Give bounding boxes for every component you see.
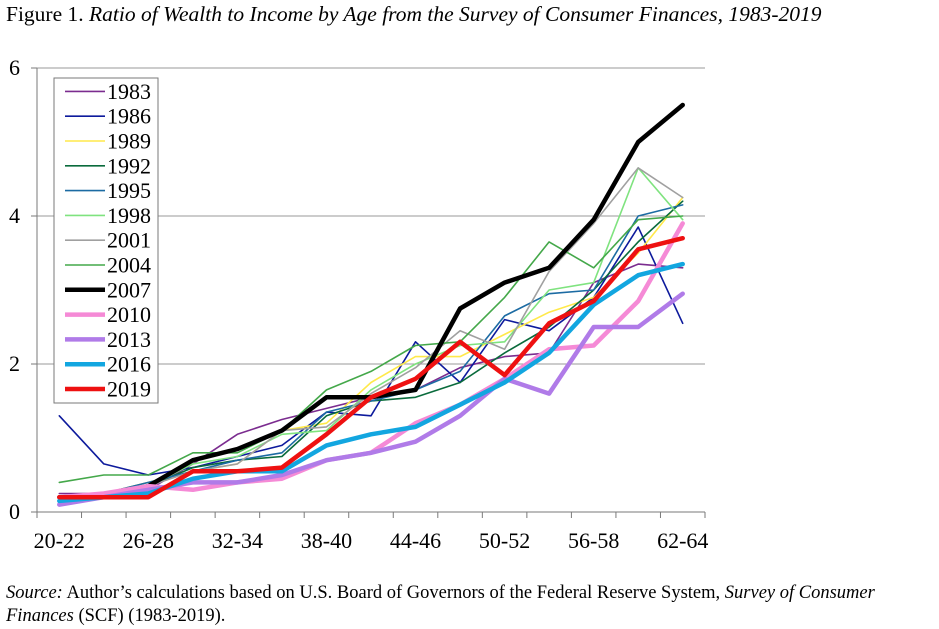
x-tick-label: 20-22	[34, 528, 85, 553]
legend-label-2016: 2016	[107, 352, 151, 377]
y-tick-label: 2	[9, 351, 20, 376]
x-tick-label: 26-28	[123, 528, 174, 553]
y-tick-label: 0	[9, 499, 20, 524]
y-tick-label: 6	[9, 55, 20, 80]
legend-label-2010: 2010	[107, 302, 151, 327]
figure-title: Figure 1. Ratio of Wealth to Income by A…	[6, 2, 936, 27]
source-survey-name: Survey of Consumer Finances	[6, 583, 875, 626]
y-tick-label: 4	[9, 203, 20, 228]
source-label: Source:	[6, 583, 63, 603]
figure-title-main: Ratio of Wealth to Income by Age from th…	[89, 2, 822, 26]
x-tick-label: 56-58	[568, 528, 619, 553]
legend-label-2013: 2013	[107, 327, 151, 352]
legend-label-2004: 2004	[107, 253, 151, 278]
legend-label-1989: 1989	[107, 129, 151, 154]
legend-label-1995: 1995	[107, 178, 151, 203]
x-tick-label: 44-46	[390, 528, 441, 553]
line-chart: 0 2 4 6 20-22 26-28 32-34 38-40 44-46 50-52 56-58 6…	[9, 55, 708, 553]
legend: 1983198619891992199519982001200420072010…	[53, 77, 159, 404]
source-text-1: Author’s calculations based on U.S. Boar…	[62, 583, 725, 603]
legend-label-2001: 2001	[107, 228, 151, 253]
x-tick-label: 62-64	[657, 528, 708, 553]
x-tick-label: 38-40	[301, 528, 352, 553]
series-line-2019	[57, 235, 685, 500]
legend-label-1986: 1986	[107, 104, 151, 129]
series-lines	[57, 102, 685, 507]
source-note: Source: Author’s calculations based on U…	[6, 582, 926, 628]
series-line-2004	[58, 215, 684, 484]
legend-label-1983: 1983	[107, 79, 151, 104]
source-text-2: (SCF) (1983-2019).	[73, 606, 226, 626]
series-line-2001	[58, 167, 684, 499]
x-tick-label: 32-34	[212, 528, 263, 553]
legend-label-2007: 2007	[107, 277, 151, 302]
legend-label-2019: 2019	[107, 377, 151, 402]
x-tick-label: 50-52	[479, 528, 530, 553]
legend-label-1992: 1992	[107, 153, 151, 178]
figure-title-prefix: Figure 1.	[6, 2, 90, 26]
legend-label-1998: 1998	[107, 203, 151, 228]
axes: 0 2 4 6 20-22 26-28 32-34 38-40 44-46 50-52 56-58 6…	[9, 55, 708, 553]
